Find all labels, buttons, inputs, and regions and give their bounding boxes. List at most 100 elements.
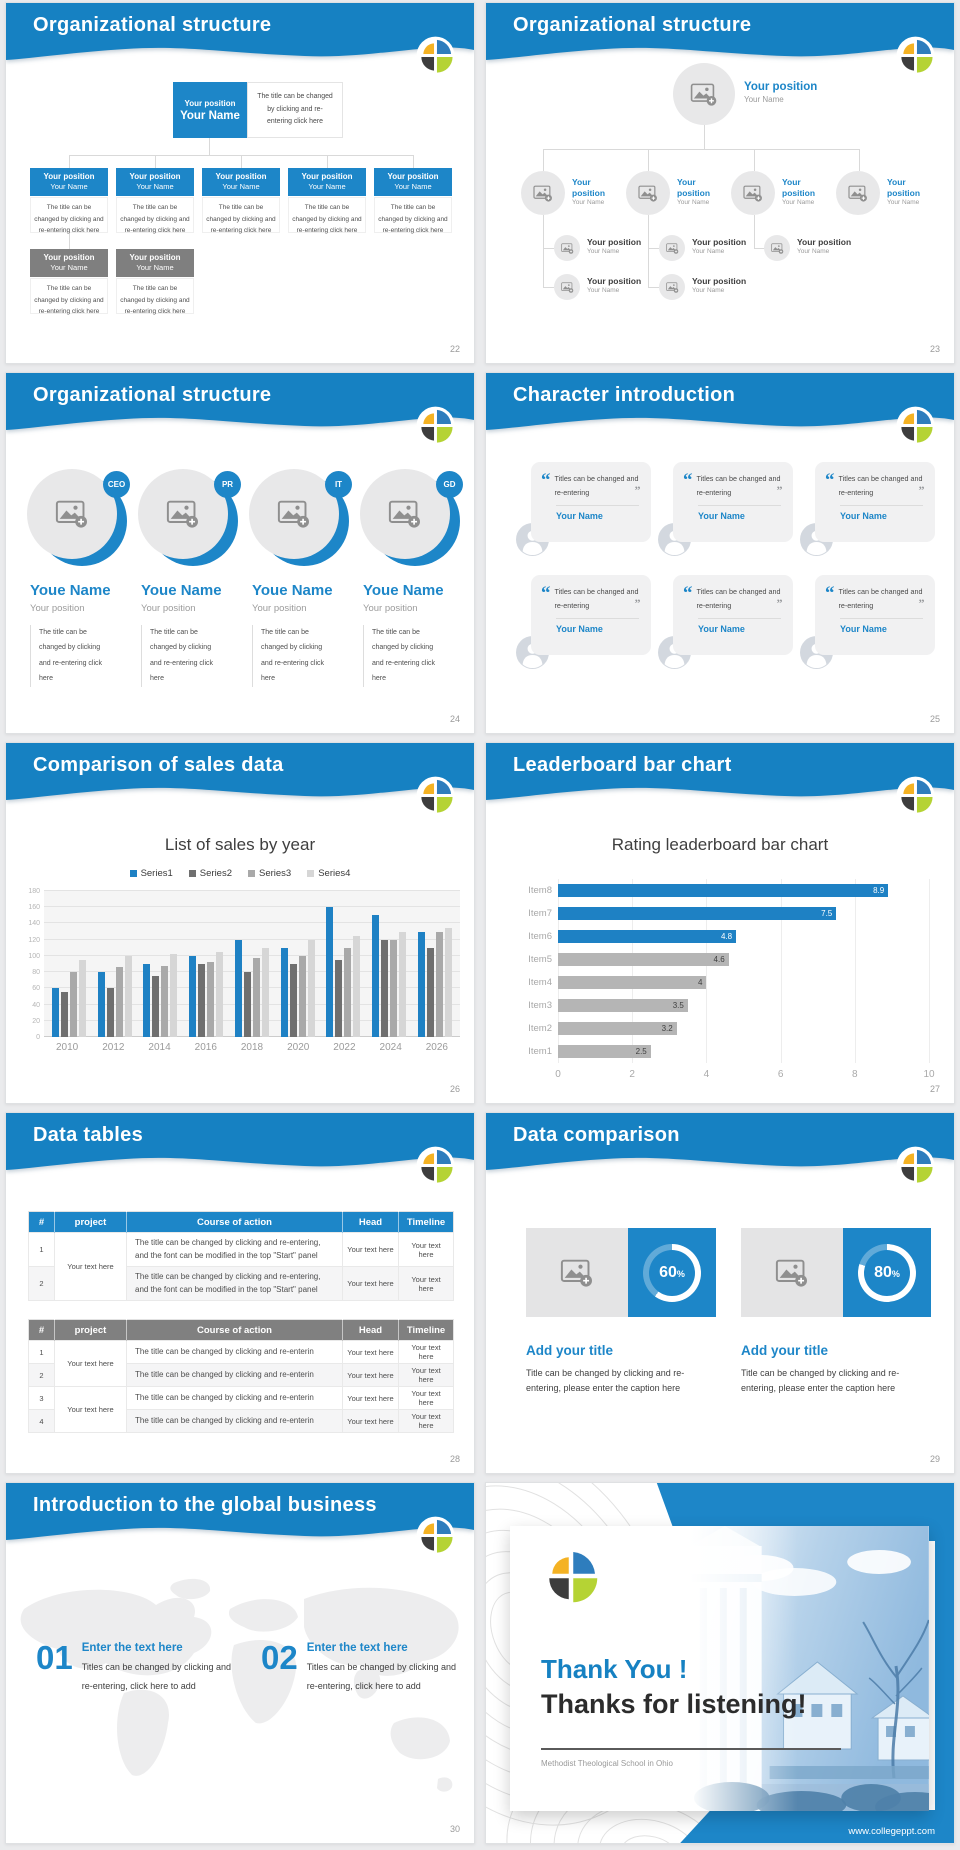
quote-text: Titles can be changed and re-entering”: [696, 587, 783, 611]
gridline: [44, 906, 460, 908]
connector-line: [69, 232, 70, 249]
connector-line: [69, 155, 70, 168]
org-name: Your Name: [797, 248, 830, 256]
rating-chart: Rating leaderboard bar chart Item8 8.9 Ite…: [486, 743, 954, 1103]
gridline: [929, 879, 930, 1063]
member-photo: PR: [138, 469, 241, 566]
bar-group: [234, 891, 269, 1037]
bar-row: Item5 4.6: [528, 948, 929, 971]
legend-item: Series4: [307, 868, 350, 879]
bar: [280, 947, 288, 1037]
photo-placeholder: [360, 469, 450, 559]
quote-card: “ Titles can be changed and re-entering”…: [658, 462, 793, 556]
website-link[interactable]: www.collegeppt.com: [848, 1826, 935, 1837]
team-row: CEO Youe Name Your position The title ca…: [27, 469, 463, 687]
percent-value: 80%: [874, 1263, 900, 1281]
sales-chart: List of sales by year Series1 Series2 Seri…: [6, 743, 474, 1103]
image-placeholder-icon: [388, 500, 421, 528]
quote-author: Your Name: [556, 624, 603, 635]
quote-author: Your Name: [840, 511, 887, 522]
header-wave: [486, 1113, 954, 1170]
slide-26-comparison-of-sales-data[interactable]: Comparison of sales data List of sales b…: [5, 742, 475, 1104]
divider: [698, 618, 781, 620]
numbered-item: 02 Enter the text here Titles can be cha…: [261, 1641, 470, 1697]
x-tick-label: 2018: [240, 1042, 264, 1053]
org-position: Your position: [587, 237, 642, 247]
bar: 3.5: [558, 999, 688, 1012]
legend-swatch: [129, 870, 137, 877]
team-member: IT Youe Name Your position The title can…: [249, 469, 352, 687]
org-name: Your Name: [692, 248, 725, 256]
campus-photo: [690, 1526, 929, 1811]
org-name: Your Name: [50, 181, 88, 191]
connector-line: [543, 149, 860, 150]
org-unit: Your position Your Name: [626, 171, 731, 215]
gridline: [44, 987, 460, 989]
org-name: Your Name: [587, 287, 620, 295]
image-placeholder-icon: [665, 242, 679, 254]
slide-25-character-introduction[interactable]: Character introduction “ Titles can be c…: [485, 372, 955, 734]
photo-placeholder: [764, 235, 790, 261]
photo-fade-overlay: [690, 1526, 929, 1811]
team-member: PR Youe Name Your position The title can…: [138, 469, 241, 687]
bar: [418, 931, 425, 1037]
bar-value: 3.2: [661, 1024, 673, 1033]
bar-track: 7.5: [558, 907, 929, 920]
bar: [207, 962, 215, 1037]
connector-line: [648, 287, 659, 288]
item-body: Titles can be changed by clicking and re…: [306, 1662, 456, 1692]
slide-thank-you[interactable]: Thank You ! Thanks for listening! Method…: [485, 1482, 955, 1844]
table-row: 4 The title can be changed by clicking a…: [28, 1409, 454, 1433]
bar: [78, 959, 86, 1037]
org-caption: The title can be changed by clicking and…: [374, 197, 452, 234]
cell-project: Your text here: [54, 1232, 127, 1301]
slide-28-data-tables[interactable]: Data tables # project Course of action H…: [5, 1112, 475, 1474]
org-box: Your position Your Name: [30, 249, 108, 277]
logo-icon: [416, 36, 455, 75]
bar-group: [280, 891, 315, 1037]
percent-value: 60%: [659, 1263, 685, 1281]
quote-author: Your Name: [698, 624, 745, 635]
org-root-note: The title can be changed by clicking and…: [247, 82, 343, 138]
item-title: Enter the text here: [81, 1642, 183, 1654]
slide-24-organizational-structure[interactable]: Organizational structure CEO Youe Name Y…: [5, 372, 475, 734]
bar-row: Item6 4.8: [528, 925, 929, 948]
slide-22-organizational-structure[interactable]: Organizational structure Your position Y…: [5, 2, 475, 364]
bar: [298, 955, 306, 1037]
connector-line: [704, 125, 705, 149]
numbered-items: 01 Enter the text here Titles can be cha…: [36, 1641, 470, 1697]
slide-header: Organizational structure: [6, 3, 474, 81]
percent-tile: 80%: [843, 1228, 931, 1317]
org-name: Your Name: [180, 109, 240, 122]
slide-30-introduction-to-the-global-business[interactable]: Introduction to the global business 01: [5, 1482, 475, 1844]
table-header-row: # project Course of action Head Timeline: [28, 1211, 454, 1233]
photo-placeholder: [659, 235, 685, 261]
connector-line: [754, 248, 765, 249]
bar-label: Item6: [528, 931, 552, 942]
cell-num: 3: [28, 1386, 55, 1410]
gridline: [44, 954, 460, 956]
org-label: Your position Your Name: [587, 276, 641, 294]
cell-course: The title can be changed by clicking and…: [126, 1232, 343, 1267]
org-caption: The title can be changed by clicking and…: [116, 278, 194, 315]
photo-placeholder: [249, 469, 339, 559]
legend-label: Series1: [140, 868, 173, 879]
org-name: Your Name: [887, 199, 920, 207]
header-cell: Timeline: [398, 1319, 454, 1341]
member-photo: GD: [360, 469, 463, 566]
org-label: Your position Your Name: [797, 237, 851, 255]
org-unit: Your position Your Name: [659, 274, 764, 300]
member-caption: The title can be changed by clicking and…: [252, 625, 335, 687]
quote-open-icon: “: [683, 583, 693, 604]
photo-placeholder: [836, 171, 880, 215]
slide-27-leaderboard-bar-chart[interactable]: Leaderboard bar chart Rating leaderboard…: [485, 742, 955, 1104]
slide-23-organizational-structure[interactable]: Organizational structure Your position Y…: [485, 2, 955, 364]
thanks-for-listening-title: Thanks for listening!: [541, 1689, 807, 1719]
plot-area: [44, 890, 460, 1037]
connector-line: [241, 155, 242, 168]
org-root: Your position Your Name The title can be…: [173, 82, 343, 138]
image-placeholder-icon: [166, 500, 199, 528]
image-placeholder-icon: [638, 185, 658, 202]
org-caption: The title can be changed by clicking and…: [288, 197, 366, 234]
slide-29-data-comparison[interactable]: Data comparison 60%: [485, 1112, 955, 1474]
